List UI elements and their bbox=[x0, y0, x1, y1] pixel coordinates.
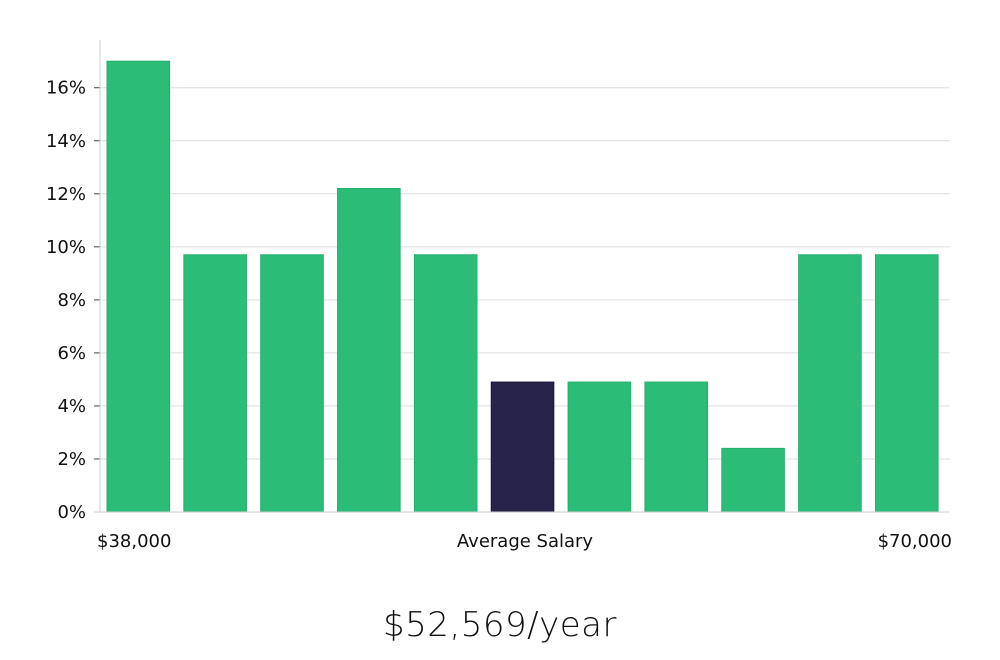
y-tick-label: 8% bbox=[57, 290, 86, 311]
bar-average-salary[interactable] bbox=[490, 381, 555, 513]
axis-layer: 0% 2% 4% 6% 8% 10% 12% 14% 16% bbox=[46, 40, 950, 523]
bar[interactable] bbox=[567, 381, 632, 513]
y-tick-label: 4% bbox=[57, 396, 86, 417]
bar[interactable] bbox=[106, 60, 171, 513]
bar[interactable] bbox=[260, 254, 324, 513]
bar[interactable] bbox=[874, 254, 939, 513]
average-salary-value: $52,569/year bbox=[383, 605, 617, 645]
x-label-center: Average Salary bbox=[457, 531, 594, 552]
y-tick-label: 12% bbox=[46, 184, 86, 205]
bar[interactable] bbox=[183, 254, 247, 513]
bar[interactable] bbox=[644, 381, 709, 513]
y-tick-label: 10% bbox=[46, 237, 86, 258]
bar[interactable] bbox=[798, 254, 862, 513]
y-tick-label: 0% bbox=[57, 502, 86, 523]
histogram-chart: 0% 2% 4% 6% 8% 10% 12% 14% 16% $38,000 Average S… bbox=[46, 40, 952, 552]
y-tick-label: 2% bbox=[57, 449, 86, 470]
bar[interactable] bbox=[413, 254, 478, 513]
x-label-min: $38,000 bbox=[97, 531, 171, 552]
label-layer: $38,000 Average Salary $70,000 bbox=[97, 531, 952, 552]
y-tick-label: 16% bbox=[46, 78, 86, 99]
y-tick-label: 14% bbox=[46, 131, 86, 152]
y-tick-label: 6% bbox=[57, 343, 86, 364]
bar[interactable] bbox=[721, 447, 785, 513]
bar[interactable] bbox=[337, 187, 401, 513]
bar-layer bbox=[106, 60, 939, 513]
x-label-max: $70,000 bbox=[878, 531, 952, 552]
